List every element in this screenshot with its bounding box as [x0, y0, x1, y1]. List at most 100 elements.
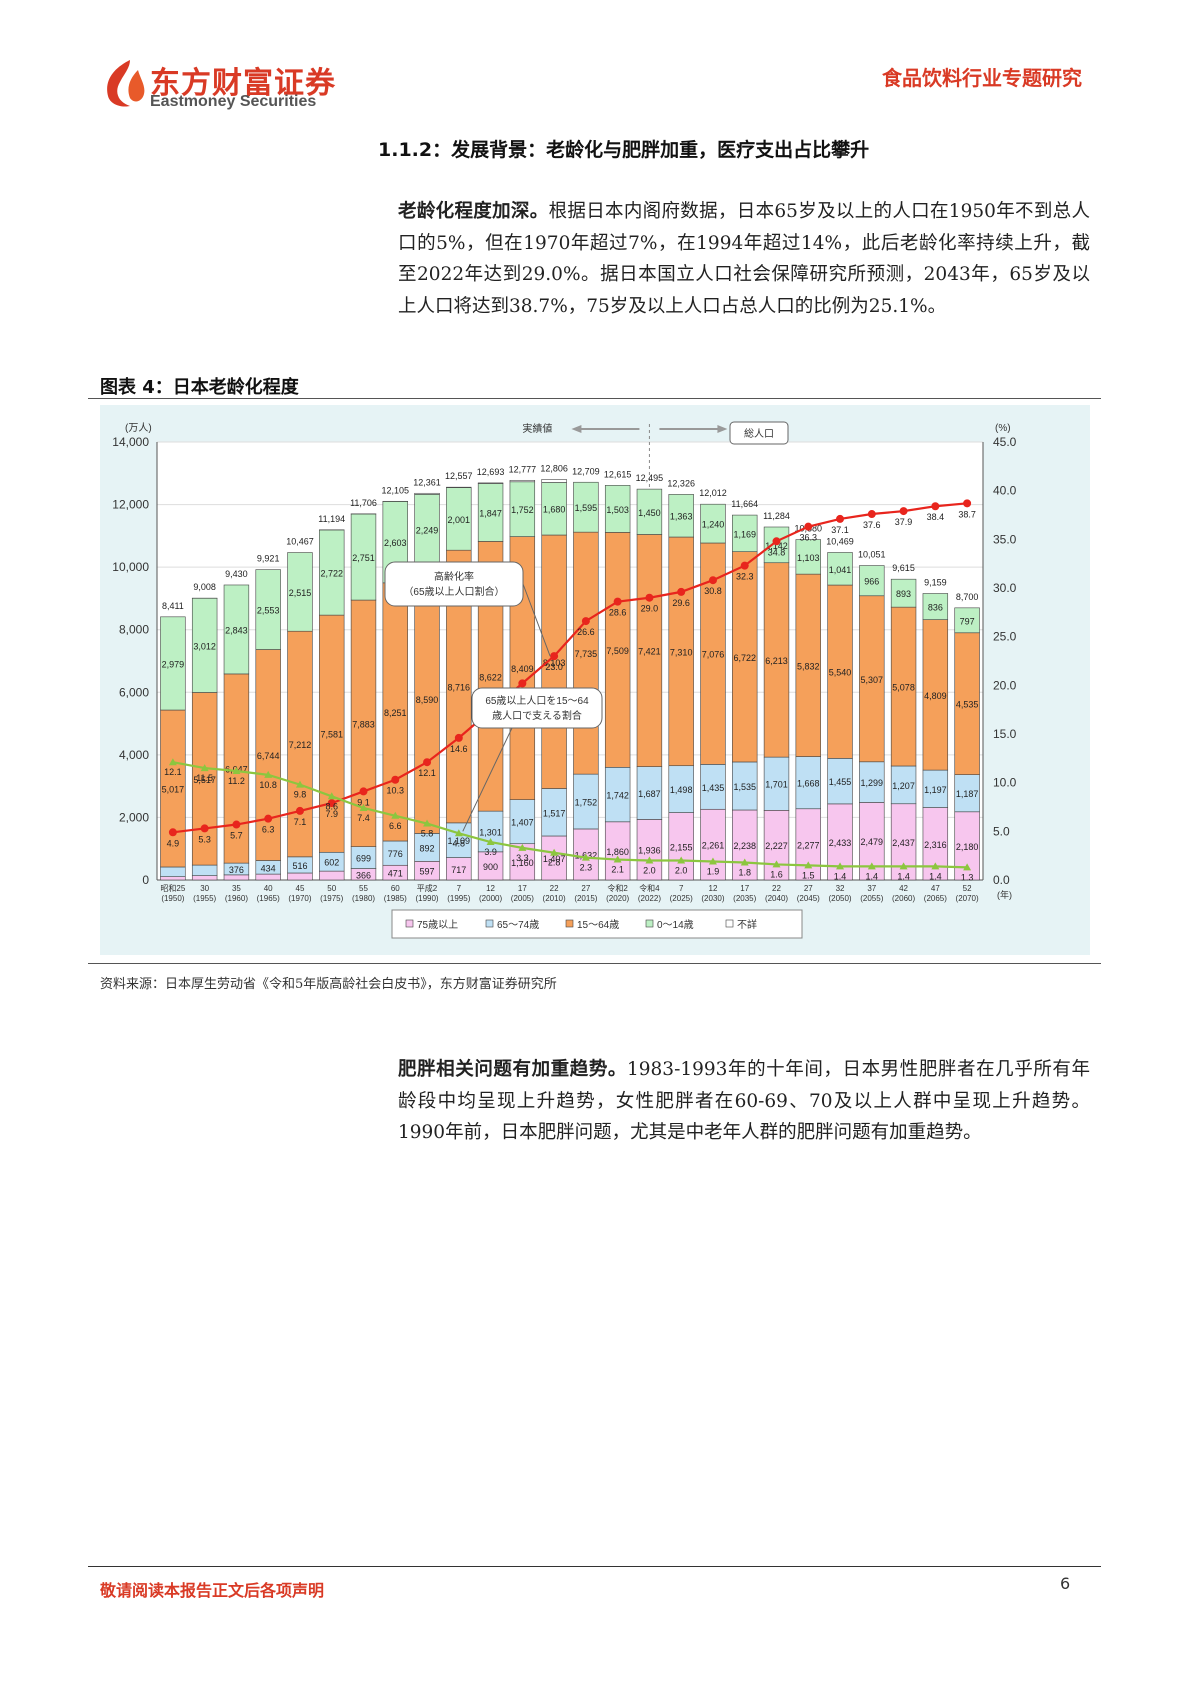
x-tick-label: 35	[232, 884, 241, 893]
bar-value-label: 2,843	[225, 625, 248, 635]
bar-segment	[763, 526, 790, 564]
figure-top-rule	[88, 398, 1101, 399]
bar-segment	[255, 873, 281, 881]
bar-segment	[541, 835, 567, 881]
y-left-tick-label: 6,000	[119, 685, 149, 699]
x-tick-label: 令和4	[639, 883, 660, 893]
x-tick-label: (1970)	[288, 894, 311, 903]
x-tick-label: 令和2	[607, 883, 628, 893]
bar-value-label: 1,299	[861, 778, 884, 788]
x-tick-label: 12	[709, 884, 718, 893]
bar-segment	[922, 593, 949, 620]
y-right-tick-label: 35.0	[993, 532, 1017, 546]
aging-rate-point	[581, 617, 590, 626]
bar-segment	[160, 866, 186, 877]
aging-rate-value-label: 4.9	[167, 838, 180, 848]
bar-segment	[795, 539, 821, 575]
aging-rate-point	[645, 593, 654, 602]
support-ratio-value-label: 3.3	[516, 853, 529, 863]
support-ratio-value-label: 6.6	[389, 821, 402, 831]
support-ratio-point	[740, 858, 749, 866]
support-ratio-value-label: 2.0	[643, 866, 656, 876]
bar-value-label: 1,503	[606, 505, 629, 515]
bar-value-label: 1,363	[670, 512, 693, 522]
bar-value-label: 602	[324, 858, 339, 868]
total-value-label: 12,615	[604, 469, 632, 479]
support-ratio-value-label: 5.8	[421, 829, 434, 839]
support-ratio-value-label: 1.8	[738, 867, 751, 877]
bar-value-label: 2,479	[861, 837, 884, 847]
bar-value-label: 7,883	[352, 719, 375, 729]
bar-value-label: 1,450	[638, 508, 661, 518]
aging-rate-value-label: 37.6	[863, 520, 881, 530]
total-value-label: 11,284	[763, 511, 790, 521]
bar-segment	[700, 764, 726, 810]
bar-value-label: 1,435	[702, 783, 725, 793]
x-tick-label: 12	[486, 884, 495, 893]
y-left-tick-label: 8,000	[119, 623, 149, 637]
bar-segment	[255, 569, 281, 650]
x-tick-label: 37	[867, 884, 876, 893]
support-ratio-point	[645, 856, 654, 864]
bar-segment	[160, 709, 186, 868]
aging-rate-line	[172, 502, 968, 834]
bar-value-label: 1,187	[956, 789, 979, 799]
bar-value-label: 1,752	[575, 798, 598, 808]
support-ratio-point	[359, 803, 368, 811]
bar-value-label: 8,251	[384, 708, 407, 718]
bar-segment	[954, 774, 980, 813]
support-callout-text: 65歳以上人口を15～64	[485, 695, 589, 707]
bar-value-label: 2,261	[702, 841, 725, 851]
support-ratio-value-label: 1.4	[866, 871, 879, 881]
x-tick-label: 7	[679, 884, 684, 893]
support-ratio-value-label: 4.8	[453, 838, 466, 848]
bar-value-label: 1,498	[670, 785, 693, 795]
support-ratio-value-label: 10.8	[259, 780, 277, 790]
bar-segment	[382, 582, 408, 842]
x-tick-label: (1975)	[320, 894, 343, 903]
bar-value-label: 8,103	[543, 658, 566, 668]
aging-rate-value-label: 30.8	[704, 586, 722, 596]
support-ratio-point	[327, 792, 336, 800]
bar-value-label: 836	[928, 603, 943, 613]
bar-segment	[827, 584, 853, 759]
y-left-tick-label: 14,000	[112, 435, 149, 449]
x-tick-label: (2065)	[924, 894, 947, 903]
support-ratio-point	[391, 811, 400, 819]
bar-value-label: 6,744	[257, 751, 280, 761]
figure-bottom-rule	[88, 963, 1101, 964]
aging-rate-point	[963, 499, 972, 508]
x-tick-label: (2045)	[797, 894, 820, 903]
x-tick-label: (2040)	[765, 894, 788, 903]
legend-swatch	[565, 919, 574, 928]
support-ratio-value-label: 7.4	[357, 813, 370, 823]
support-ratio-value-label: 1.3	[961, 872, 974, 882]
x-tick-label: (2010)	[543, 894, 566, 903]
bar-value-label: 434	[261, 863, 276, 873]
total-value-label: 12,777	[509, 464, 537, 474]
bar-value-label: 2,603	[384, 538, 407, 548]
paragraph-aging: 老龄化程度加深。根据日本内阁府数据，日本65岁及以上的人口在1950年不到总人口…	[398, 196, 1090, 322]
total-value-label: 9,430	[225, 569, 248, 579]
legend-swatch	[485, 919, 494, 928]
y-right-tick-label: 20.0	[993, 678, 1017, 692]
aging-rate-value-label: 38.7	[958, 509, 976, 519]
support-ratio-value-label: 3.9	[484, 847, 497, 857]
aging-rate-point	[677, 587, 686, 596]
bar-segment	[922, 769, 949, 808]
bar-value-label: 1,160	[511, 858, 534, 868]
support-ratio-value-label: 12.1	[164, 767, 182, 777]
bar-value-label: 2,227	[765, 841, 788, 851]
aging-rate-point	[295, 806, 304, 815]
x-tick-label: (1980)	[352, 894, 375, 903]
bar-segment	[890, 578, 917, 608]
bar-value-label: 3,012	[193, 641, 216, 651]
x-tick-label: (2025)	[670, 894, 693, 903]
aging-rate-point	[327, 799, 336, 808]
bar-value-label: 4,809	[924, 691, 947, 701]
total-value-label: 12,495	[636, 473, 664, 483]
y-left-tick-label: 10,000	[112, 560, 149, 574]
bar-segment	[541, 788, 567, 837]
aging-rate-point	[454, 733, 463, 742]
bar-value-label: 1,687	[638, 789, 661, 799]
